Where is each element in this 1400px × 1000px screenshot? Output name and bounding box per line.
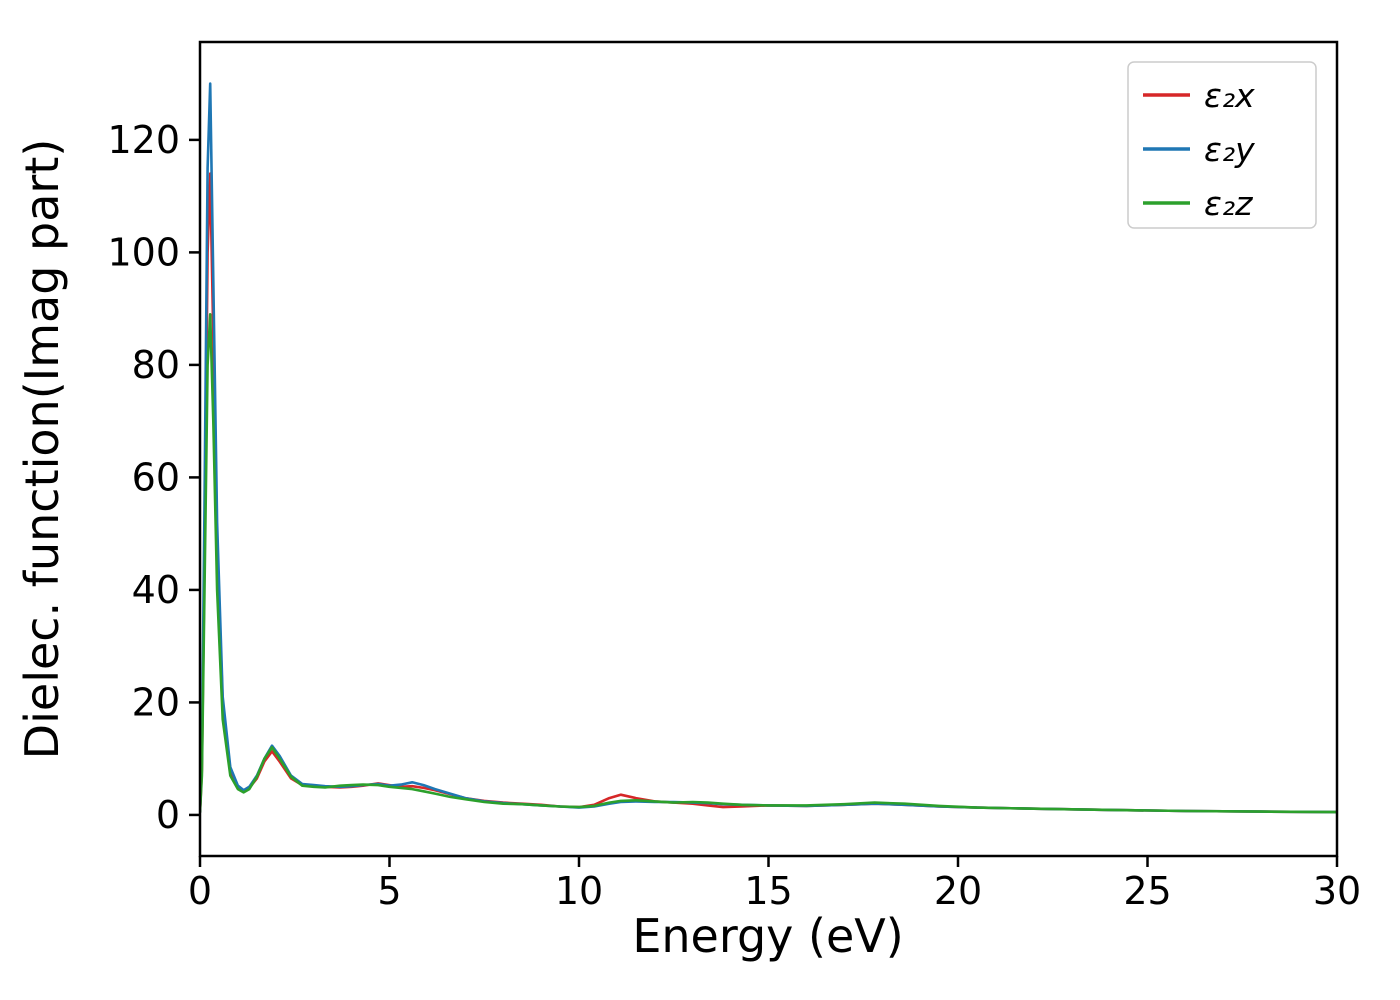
x-tick-label: 20 xyxy=(934,869,982,913)
x-tick-label: 5 xyxy=(377,869,401,913)
series-line-2 xyxy=(200,312,1337,814)
y-tick-label: 60 xyxy=(132,455,180,499)
x-tick-label: 0 xyxy=(188,869,212,913)
legend-label: ε₂y xyxy=(1204,130,1255,169)
series-line-0 xyxy=(200,172,1337,814)
x-tick-label: 25 xyxy=(1123,869,1171,913)
x-tick-label: 15 xyxy=(744,869,792,913)
y-axis-label: Dielec. function(Imag part) xyxy=(15,139,69,760)
y-axis-ticks: 0 20 40 60 80 100 120 xyxy=(107,118,200,837)
y-tick-label: 20 xyxy=(132,680,180,724)
legend-item: ε₂z xyxy=(1143,184,1253,223)
x-tick-label: 30 xyxy=(1313,869,1361,913)
legend: ε₂x ε₂y ε₂z xyxy=(1127,61,1317,229)
legend-box xyxy=(1127,61,1317,229)
x-axis-ticks: 0 5 10 15 20 25 30 xyxy=(188,856,1361,913)
y-tick-label: 120 xyxy=(107,118,180,162)
legend-item: ε₂y xyxy=(1143,130,1255,169)
y-tick-label: 100 xyxy=(107,230,180,274)
y-tick-label: 0 xyxy=(156,793,180,837)
legend-label: ε₂x xyxy=(1204,76,1255,115)
legend-item: ε₂x xyxy=(1143,76,1255,115)
x-axis-label: Energy (eV) xyxy=(632,909,903,963)
y-tick-label: 40 xyxy=(132,568,180,612)
y-tick-label: 80 xyxy=(132,343,180,387)
legend-label: ε₂z xyxy=(1204,184,1253,223)
x-tick-label: 10 xyxy=(555,869,603,913)
series-layer xyxy=(200,82,1337,814)
